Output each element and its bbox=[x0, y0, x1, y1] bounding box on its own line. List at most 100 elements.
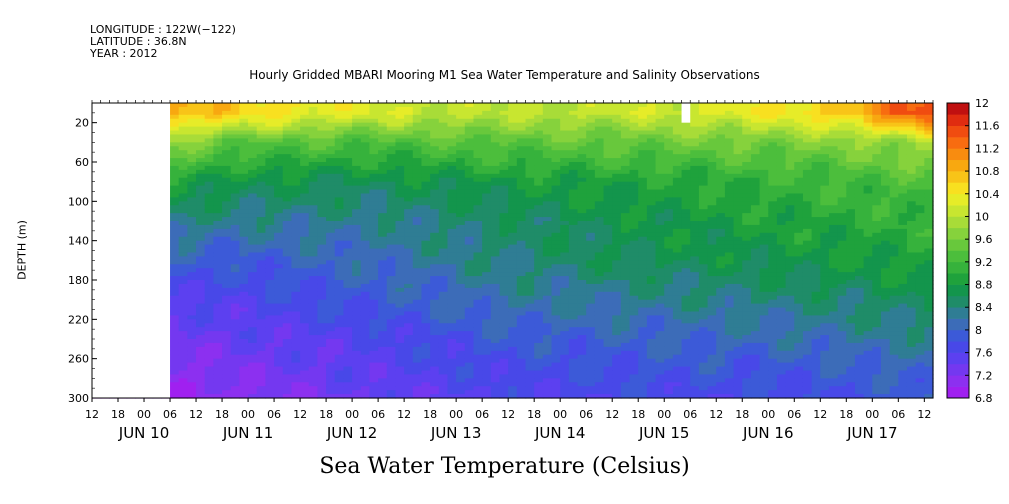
heatmap-cell bbox=[438, 106, 449, 112]
heatmap-cell bbox=[404, 165, 414, 171]
heatmap-cell bbox=[534, 244, 544, 250]
heatmap-cell bbox=[230, 177, 240, 183]
heatmap-cell bbox=[412, 295, 423, 301]
heatmap-cell bbox=[638, 346, 648, 352]
heatmap-cell bbox=[490, 209, 501, 214]
heatmap-cell bbox=[360, 162, 371, 167]
heatmap-cell bbox=[655, 291, 665, 297]
heatmap-cell bbox=[430, 268, 440, 273]
heatmap-cell bbox=[178, 350, 188, 356]
heatmap-cell bbox=[360, 126, 371, 132]
heatmap-cell bbox=[204, 130, 214, 136]
heatmap-cell bbox=[256, 319, 266, 324]
heatmap-cell bbox=[213, 366, 223, 372]
heatmap-cell bbox=[516, 122, 527, 128]
heatmap-cell bbox=[620, 142, 631, 147]
heatmap-cell bbox=[222, 354, 232, 360]
heatmap-cell bbox=[629, 118, 639, 124]
heatmap-cell bbox=[551, 260, 561, 265]
heatmap-cell bbox=[568, 272, 579, 277]
heatmap-cell bbox=[490, 103, 501, 108]
heatmap-cell bbox=[586, 299, 596, 305]
heatmap-cell bbox=[317, 346, 327, 352]
heatmap-cell bbox=[395, 303, 405, 309]
heatmap-cell bbox=[620, 158, 631, 163]
heatmap-cell bbox=[542, 276, 553, 281]
heatmap-cell bbox=[516, 256, 527, 261]
heatmap-cell bbox=[282, 354, 293, 360]
heatmap-cell bbox=[369, 232, 379, 238]
heatmap-cell bbox=[178, 110, 188, 116]
heatmap-cell bbox=[170, 280, 180, 285]
heatmap-cell bbox=[404, 280, 414, 285]
heatmap-cell bbox=[274, 394, 284, 399]
heatmap-cell bbox=[542, 378, 553, 383]
heatmap-cell bbox=[282, 272, 293, 277]
heatmap-cell bbox=[256, 103, 266, 108]
heatmap-cell bbox=[222, 303, 232, 309]
heatmap-cell bbox=[386, 154, 397, 159]
heatmap-cell bbox=[447, 158, 457, 163]
heatmap-cell bbox=[499, 130, 509, 136]
heatmap-cell bbox=[317, 268, 327, 273]
heatmap-cell bbox=[204, 335, 214, 340]
heatmap-cell bbox=[369, 358, 379, 364]
heatmap-cell bbox=[586, 146, 596, 151]
heatmap-cell bbox=[334, 342, 345, 348]
heatmap-cell bbox=[196, 362, 206, 368]
heatmap-cell bbox=[317, 287, 327, 293]
heatmap-cell bbox=[395, 248, 405, 254]
heatmap-cell bbox=[404, 295, 414, 301]
heatmap-cell bbox=[334, 122, 345, 128]
heatmap-cell bbox=[534, 146, 544, 151]
heatmap-cell bbox=[620, 335, 631, 340]
heatmap-cell bbox=[230, 228, 240, 234]
heatmap-cell bbox=[204, 339, 214, 344]
heatmap-cell bbox=[577, 374, 587, 379]
heatmap-cell bbox=[282, 209, 293, 214]
heatmap-cell bbox=[282, 158, 293, 163]
heatmap-cell bbox=[187, 103, 197, 108]
heatmap-cell bbox=[248, 260, 258, 265]
heatmap-cell bbox=[534, 118, 544, 124]
heatmap-cell bbox=[265, 335, 275, 340]
heatmap-cell bbox=[395, 319, 405, 324]
heatmap-cell bbox=[274, 307, 284, 313]
heatmap-cell bbox=[187, 374, 197, 379]
heatmap-cell bbox=[404, 291, 414, 297]
heatmap-cell bbox=[256, 339, 266, 344]
heatmap-cell bbox=[456, 130, 466, 136]
heatmap-cell bbox=[256, 106, 266, 112]
heatmap-cell bbox=[213, 209, 223, 214]
heatmap-cell bbox=[664, 228, 674, 234]
heatmap-cell bbox=[265, 154, 275, 159]
heatmap-cell bbox=[508, 177, 518, 183]
heatmap-cell bbox=[343, 209, 353, 214]
heatmap-cell bbox=[525, 221, 535, 226]
heatmap-cell bbox=[586, 311, 596, 316]
heatmap-cell bbox=[360, 358, 371, 364]
heatmap-cell bbox=[239, 260, 249, 265]
heatmap-cell bbox=[430, 228, 440, 234]
heatmap-cell bbox=[256, 394, 266, 399]
heatmap-cell bbox=[170, 370, 180, 375]
heatmap-cell bbox=[603, 158, 613, 163]
heatmap-cell bbox=[482, 224, 492, 230]
heatmap-cell bbox=[308, 307, 319, 313]
heatmap-cell bbox=[568, 118, 579, 124]
heatmap-cell bbox=[421, 315, 431, 320]
heatmap-cell bbox=[334, 201, 345, 206]
heatmap-cell bbox=[222, 394, 232, 399]
heatmap-cell bbox=[300, 362, 310, 368]
heatmap-cell bbox=[551, 150, 561, 155]
heatmap-cell bbox=[230, 209, 240, 214]
heatmap-cell bbox=[404, 154, 414, 159]
heatmap-cell bbox=[239, 342, 249, 348]
heatmap-cell bbox=[655, 154, 665, 159]
heatmap-cell bbox=[178, 130, 188, 136]
heatmap-cell bbox=[308, 394, 319, 399]
heatmap-cell bbox=[291, 311, 301, 316]
heatmap-cell bbox=[213, 342, 223, 348]
heatmap-cell bbox=[404, 126, 414, 132]
heatmap-cell bbox=[638, 295, 648, 301]
